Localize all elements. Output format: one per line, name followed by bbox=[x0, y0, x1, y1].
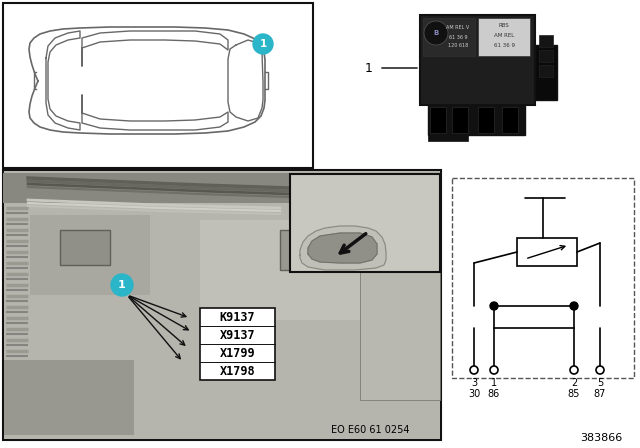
Bar bbox=[517, 238, 577, 266]
Text: 2: 2 bbox=[571, 378, 577, 388]
Bar bbox=[539, 35, 553, 47]
Text: AM REL: AM REL bbox=[494, 33, 514, 38]
Bar bbox=[30, 215, 150, 295]
Text: 61 36 9: 61 36 9 bbox=[493, 43, 515, 47]
Text: X1798: X1798 bbox=[220, 365, 255, 378]
Bar bbox=[430, 107, 446, 133]
Text: 85: 85 bbox=[568, 389, 580, 399]
Bar bbox=[478, 107, 494, 133]
Circle shape bbox=[570, 366, 578, 374]
Circle shape bbox=[253, 34, 273, 54]
Bar bbox=[4, 171, 440, 439]
Text: EO E60 61 0254: EO E60 61 0254 bbox=[331, 425, 409, 435]
Text: 1: 1 bbox=[259, 39, 267, 49]
Text: 120 618: 120 618 bbox=[448, 43, 468, 47]
Text: B: B bbox=[433, 30, 438, 36]
Text: 1: 1 bbox=[118, 280, 126, 290]
Bar bbox=[428, 105, 525, 135]
Bar bbox=[200, 220, 380, 320]
Bar bbox=[4, 360, 134, 435]
Circle shape bbox=[424, 21, 448, 45]
Circle shape bbox=[470, 366, 478, 374]
Bar bbox=[318, 3, 638, 165]
Bar bbox=[535, 45, 557, 100]
Bar bbox=[360, 200, 440, 400]
Bar bbox=[290, 174, 440, 272]
Text: X9137: X9137 bbox=[220, 328, 255, 341]
Text: 3: 3 bbox=[471, 378, 477, 388]
Polygon shape bbox=[300, 226, 386, 270]
Bar bbox=[280, 230, 340, 270]
Circle shape bbox=[570, 302, 578, 310]
Text: 61 36 9: 61 36 9 bbox=[449, 34, 467, 39]
Text: 30: 30 bbox=[468, 389, 480, 399]
Bar bbox=[3, 3, 313, 168]
Text: 86: 86 bbox=[488, 389, 500, 399]
Text: 1: 1 bbox=[491, 378, 497, 388]
Bar bbox=[539, 65, 553, 77]
Text: AM REL V: AM REL V bbox=[446, 25, 470, 30]
Text: K9137: K9137 bbox=[220, 310, 255, 323]
Bar bbox=[539, 50, 553, 62]
Bar bbox=[3, 173, 438, 203]
Circle shape bbox=[490, 366, 498, 374]
Bar bbox=[3, 170, 441, 440]
Bar bbox=[200, 308, 275, 380]
Circle shape bbox=[111, 274, 133, 296]
Bar bbox=[502, 107, 518, 133]
Text: 87: 87 bbox=[594, 389, 606, 399]
Bar bbox=[60, 230, 110, 265]
Bar bbox=[452, 107, 468, 133]
Bar bbox=[478, 18, 530, 56]
Bar bbox=[452, 178, 634, 378]
Bar bbox=[428, 133, 468, 141]
Text: 5: 5 bbox=[597, 378, 603, 388]
Bar bbox=[494, 306, 574, 328]
Circle shape bbox=[490, 302, 498, 310]
Circle shape bbox=[596, 366, 604, 374]
Polygon shape bbox=[308, 233, 377, 263]
Text: 1: 1 bbox=[365, 61, 373, 74]
Bar bbox=[420, 15, 535, 105]
Text: X1799: X1799 bbox=[220, 346, 255, 359]
Text: RBS: RBS bbox=[499, 22, 509, 27]
Text: 383866: 383866 bbox=[580, 433, 622, 443]
Bar bbox=[423, 18, 475, 56]
